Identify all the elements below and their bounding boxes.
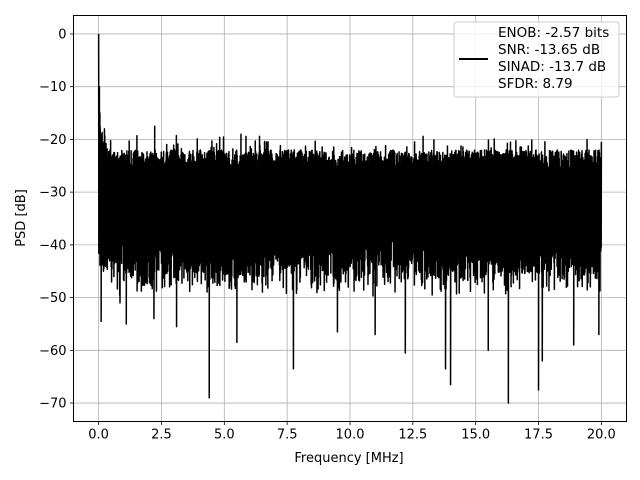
y-tick-label: −50 (39, 291, 66, 306)
y-tick-label: −40 (39, 238, 66, 253)
legend-enob: ENOB: -2.57 bits (498, 25, 609, 41)
x-tick-label: 20.0 (587, 428, 616, 443)
series-layer (97, 33, 603, 404)
x-tick-label: 17.5 (524, 428, 553, 443)
x-tick-label: 5.0 (214, 428, 235, 443)
legend-sfdr: SFDR: 8.79 (498, 76, 573, 92)
y-tick-label: −30 (39, 186, 66, 201)
x-tick-label: 2.5 (151, 428, 172, 443)
legend-sinad: SINAD: -13.7 dB (498, 59, 606, 75)
x-tick-label: 7.5 (277, 428, 298, 443)
y-axis-label: PSD [dB] (14, 189, 29, 247)
x-tick-label: 15.0 (461, 428, 490, 443)
legend-snr: SNR: -13.65 dB (498, 42, 600, 58)
legend-box (453, 21, 620, 98)
x-tick-label: 0.0 (88, 428, 109, 443)
psd-series-line (97, 33, 603, 404)
y-axis-ticks: 0 −10 −20 −30 −40 −50 −60 −70 (39, 27, 74, 412)
y-tick-label: 0 (58, 27, 66, 42)
y-tick-label: −20 (39, 133, 66, 148)
y-tick-label: −10 (39, 80, 66, 95)
x-axis-ticks: 0.0 2.5 5.0 7.5 10.0 12.5 15.0 17.5 20.0 (88, 421, 616, 443)
legend: ENOB: -2.57 bits SNR: -13.65 dB SINAD: -… (453, 21, 620, 98)
x-tick-label: 10.0 (336, 428, 365, 443)
y-tick-label: −60 (39, 344, 66, 359)
y-tick-label: −70 (39, 397, 66, 412)
x-axis-label: Frequency [MHz] (294, 451, 403, 466)
x-tick-label: 12.5 (398, 428, 427, 443)
